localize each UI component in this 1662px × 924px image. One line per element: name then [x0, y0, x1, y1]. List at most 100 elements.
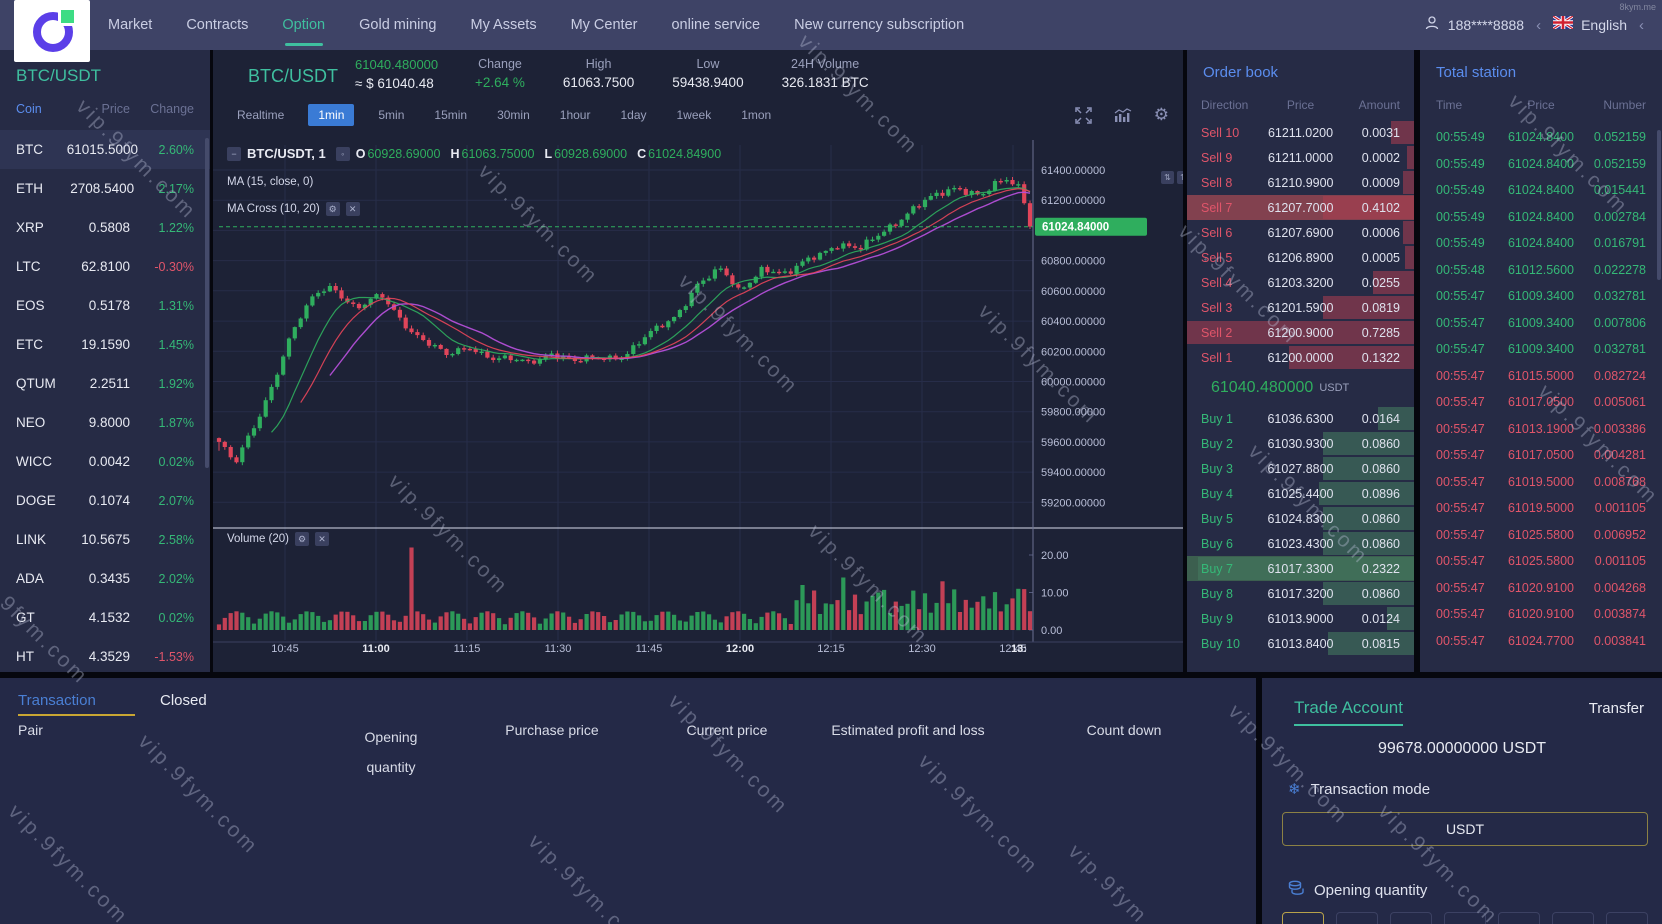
tab-closed[interactable]: Closed [160, 692, 207, 709]
coin-row[interactable]: DOGE 0.1074 2.07% [0, 481, 210, 520]
sell-order-row[interactable]: Sell 1 61200.0000 0.1322 [1187, 345, 1414, 370]
coin-change: -0.30% [154, 259, 194, 274]
header-current-price: Current price [686, 722, 768, 738]
sell-order-row[interactable]: Sell 4 61203.3200 0.0255 [1187, 270, 1414, 295]
sell-order-row[interactable]: Sell 7 61207.7000 0.4102 [1187, 195, 1414, 220]
coin-row[interactable]: EOS 0.5178 1.31% [0, 286, 210, 325]
coin-row[interactable]: NEO 9.8000 1.87% [0, 403, 210, 442]
buy-order-row[interactable]: Buy 4 61025.4400 0.0896 [1187, 481, 1414, 506]
indicator-settings-gear-icon[interactable]: ⚙ [325, 202, 340, 216]
order-price: 61203.3200 [1267, 275, 1334, 290]
trade-price: 61024.8400 [1507, 156, 1575, 171]
app-logo[interactable] [14, 0, 90, 62]
coin-row[interactable]: LTC 62.8100 -0.30% [0, 247, 210, 286]
nav-item[interactable]: Market [108, 17, 153, 33]
quantity-preset-button[interactable] [1444, 912, 1486, 924]
tab-transaction[interactable]: Transaction [18, 692, 96, 709]
indicator-close-icon[interactable]: ✕ [345, 202, 360, 216]
svg-text:12:45: 12:45 [999, 643, 1027, 655]
buy-order-row[interactable]: Buy 1 61036.6300 0.0164 [1187, 406, 1414, 431]
transaction-mode-select[interactable]: USDT [1282, 812, 1648, 846]
coin-change: 0.02% [158, 610, 194, 625]
sell-order-row[interactable]: Sell 8 61210.9900 0.0009 [1187, 170, 1414, 195]
tab-trade-account[interactable]: Trade Account [1294, 698, 1403, 726]
nav-item[interactable]: My Center [570, 17, 638, 33]
coin-row[interactable]: ETH 2708.5400 2.17% [0, 169, 210, 208]
coin-row[interactable]: ADA 0.3435 2.02% [0, 559, 210, 598]
fullscreen-icon[interactable] [1075, 106, 1092, 124]
coin-symbol: NEO [16, 415, 46, 430]
timeframe-tab[interactable]: 1hour [559, 108, 591, 122]
buy-order-row[interactable]: Buy 2 61030.9300 0.0860 [1187, 431, 1414, 456]
sell-order-row[interactable]: Sell 2 61200.9000 0.7285 [1187, 320, 1414, 345]
sidebar-scrollbar[interactable] [205, 138, 209, 468]
nav-item[interactable]: New currency subscription [794, 17, 965, 33]
buy-order-row[interactable]: Buy 7 61017.3300 0.2322 [1187, 556, 1414, 581]
coin-row[interactable]: LINK 10.5675 2.58% [0, 520, 210, 559]
coin-row[interactable]: WICC 0.0042 0.02% [0, 442, 210, 481]
coin-row[interactable]: QTUM 2.2511 1.92% [0, 364, 210, 403]
quantity-preset-button[interactable] [1606, 912, 1648, 924]
buy-order-row[interactable]: Buy 9 61013.9000 0.0124 [1187, 606, 1414, 631]
transfer-button[interactable]: Transfer [1588, 700, 1644, 717]
nav-item[interactable]: My Assets [470, 17, 537, 33]
coin-row[interactable]: HT 4.3529 -1.53% [0, 637, 210, 672]
svg-text:11:00: 11:00 [362, 643, 390, 655]
nav-item[interactable]: Option [282, 0, 325, 50]
coin-row[interactable]: ETC 19.1590 1.45% [0, 325, 210, 364]
timeframe-tab[interactable]: 1day [620, 108, 647, 122]
trade-number: 0.007806 [1593, 315, 1646, 330]
timeframe-tab[interactable]: 1min [308, 104, 355, 126]
language-selector[interactable]: English [1581, 17, 1627, 33]
trade-row: 00:55:49 61024.8400 0.052159 [1420, 124, 1662, 151]
quantity-preset-button[interactable] [1390, 912, 1432, 924]
sell-order-row[interactable]: Sell 10 61211.0200 0.0031 [1187, 120, 1414, 145]
svg-text:60600.00000: 60600.00000 [1041, 286, 1105, 298]
buy-order-row[interactable]: Buy 6 61023.4300 0.0860 [1187, 531, 1414, 556]
timeframe-tab[interactable]: 15min [434, 108, 468, 122]
sell-order-row[interactable]: Sell 5 61206.8900 0.0005 [1187, 245, 1414, 270]
coin-row[interactable]: BTC 61015.5000 2.60% [0, 130, 210, 169]
trade-price: 61024.8400 [1507, 209, 1575, 224]
change-column-header[interactable]: Change [150, 102, 194, 116]
nav-item[interactable]: Gold mining [359, 17, 437, 33]
timeframe-tab[interactable]: 1week [676, 108, 712, 122]
sell-order-row[interactable]: Sell 9 61211.0000 0.0002 [1187, 145, 1414, 170]
buy-order-row[interactable]: Buy 10 61013.8400 0.0815 [1187, 631, 1414, 656]
coin-column-header[interactable]: Coin [16, 102, 42, 116]
trades-scrollbar[interactable] [1657, 130, 1661, 280]
indicator-chart-icon[interactable] [1114, 107, 1132, 123]
collapse-icon[interactable]: − [227, 146, 241, 161]
user-phone[interactable]: 188****8888 [1447, 17, 1525, 33]
svg-text:59200.00000: 59200.00000 [1041, 497, 1105, 509]
candlestick-chart[interactable]: 61400.00000 61200.00000 60800.00000 60600.0… [213, 50, 1183, 672]
chart-settings-gear-icon[interactable]: ⚙ [1153, 105, 1169, 124]
quantity-preset-button[interactable] [1498, 912, 1540, 924]
sell-order-row[interactable]: Sell 3 61201.5900 0.0819 [1187, 295, 1414, 320]
coin-row[interactable]: GT 4.1532 0.02% [0, 598, 210, 637]
quantity-preset-button[interactable] [1552, 912, 1594, 924]
order-direction: Sell 6 [1201, 225, 1233, 240]
buy-order-row[interactable]: Buy 8 61017.3200 0.0860 [1187, 581, 1414, 606]
timeframe-tab[interactable]: 30min [497, 108, 530, 122]
quantity-preset-button[interactable] [1282, 912, 1324, 924]
buy-order-row[interactable]: Buy 5 61024.8300 0.0860 [1187, 506, 1414, 531]
trade-number: 0.052159 [1593, 156, 1646, 171]
price-column-header[interactable]: Price [101, 102, 130, 116]
series-style-icon[interactable]: ◦ [335, 146, 350, 161]
quantity-preset-button[interactable] [1336, 912, 1378, 924]
nav-item[interactable]: online service [671, 17, 761, 33]
nav-item[interactable]: Contracts [186, 17, 249, 33]
buy-order-row[interactable]: Buy 3 61027.8800 0.0860 [1187, 456, 1414, 481]
volume-settings-gear-icon[interactable]: ⚙ [295, 532, 310, 546]
pane-down-button[interactable]: ⇅ [1177, 171, 1183, 184]
timeframe-tab[interactable]: 5min [378, 108, 405, 122]
sell-order-row[interactable]: Sell 6 61207.6900 0.0006 [1187, 220, 1414, 245]
coin-row[interactable]: XRP 0.5808 1.22% [0, 208, 210, 247]
svg-text:10.00: 10.00 [1041, 588, 1069, 600]
pane-up-button[interactable]: ⇅ [1161, 171, 1174, 184]
volume-close-icon[interactable]: ✕ [315, 532, 330, 546]
order-price: 61030.9300 [1267, 436, 1334, 451]
timeframe-tab[interactable]: 1mon [741, 108, 772, 122]
timeframe-tab[interactable]: Realtime [237, 108, 285, 122]
